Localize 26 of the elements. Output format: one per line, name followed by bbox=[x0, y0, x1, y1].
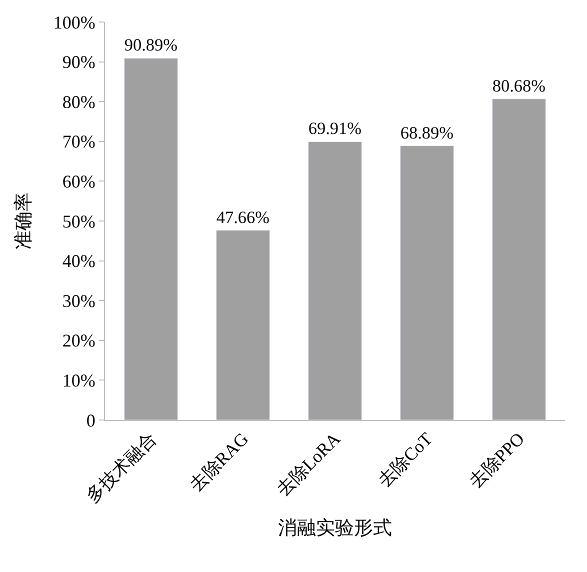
x-tick-label: 去除CoT bbox=[374, 428, 436, 491]
y-tick-label: 70% bbox=[62, 132, 96, 152]
y-tick-label: 100% bbox=[53, 12, 96, 32]
bar bbox=[308, 142, 362, 420]
data-label: 47.66% bbox=[216, 208, 270, 227]
bar bbox=[216, 230, 270, 420]
y-tick-label: 0 bbox=[86, 410, 96, 430]
bar bbox=[124, 58, 178, 420]
y-tick-label: 50% bbox=[62, 211, 96, 232]
y-tick-label: 10% bbox=[62, 370, 96, 390]
x-tick-label: 多技术融合 bbox=[82, 428, 160, 506]
y-axis-title: 准确率 bbox=[12, 192, 34, 250]
y-tick-label: 90% bbox=[62, 52, 96, 72]
y-tick-label: 20% bbox=[62, 330, 96, 351]
x-tick-label: 去除PPO bbox=[465, 428, 528, 492]
y-tick-label: 80% bbox=[62, 92, 96, 112]
data-label: 68.89% bbox=[400, 123, 454, 142]
x-axis-title: 消融实验形式 bbox=[278, 517, 392, 540]
data-label: 69.91% bbox=[308, 119, 362, 138]
y-tick-label: 30% bbox=[62, 290, 96, 311]
y-tick-label: 60% bbox=[62, 172, 96, 192]
bar bbox=[400, 146, 454, 420]
data-label: 80.68% bbox=[492, 76, 546, 96]
y-tick-label: 40% bbox=[62, 251, 96, 272]
data-label: 90.89% bbox=[124, 36, 178, 55]
bar bbox=[492, 98, 546, 420]
